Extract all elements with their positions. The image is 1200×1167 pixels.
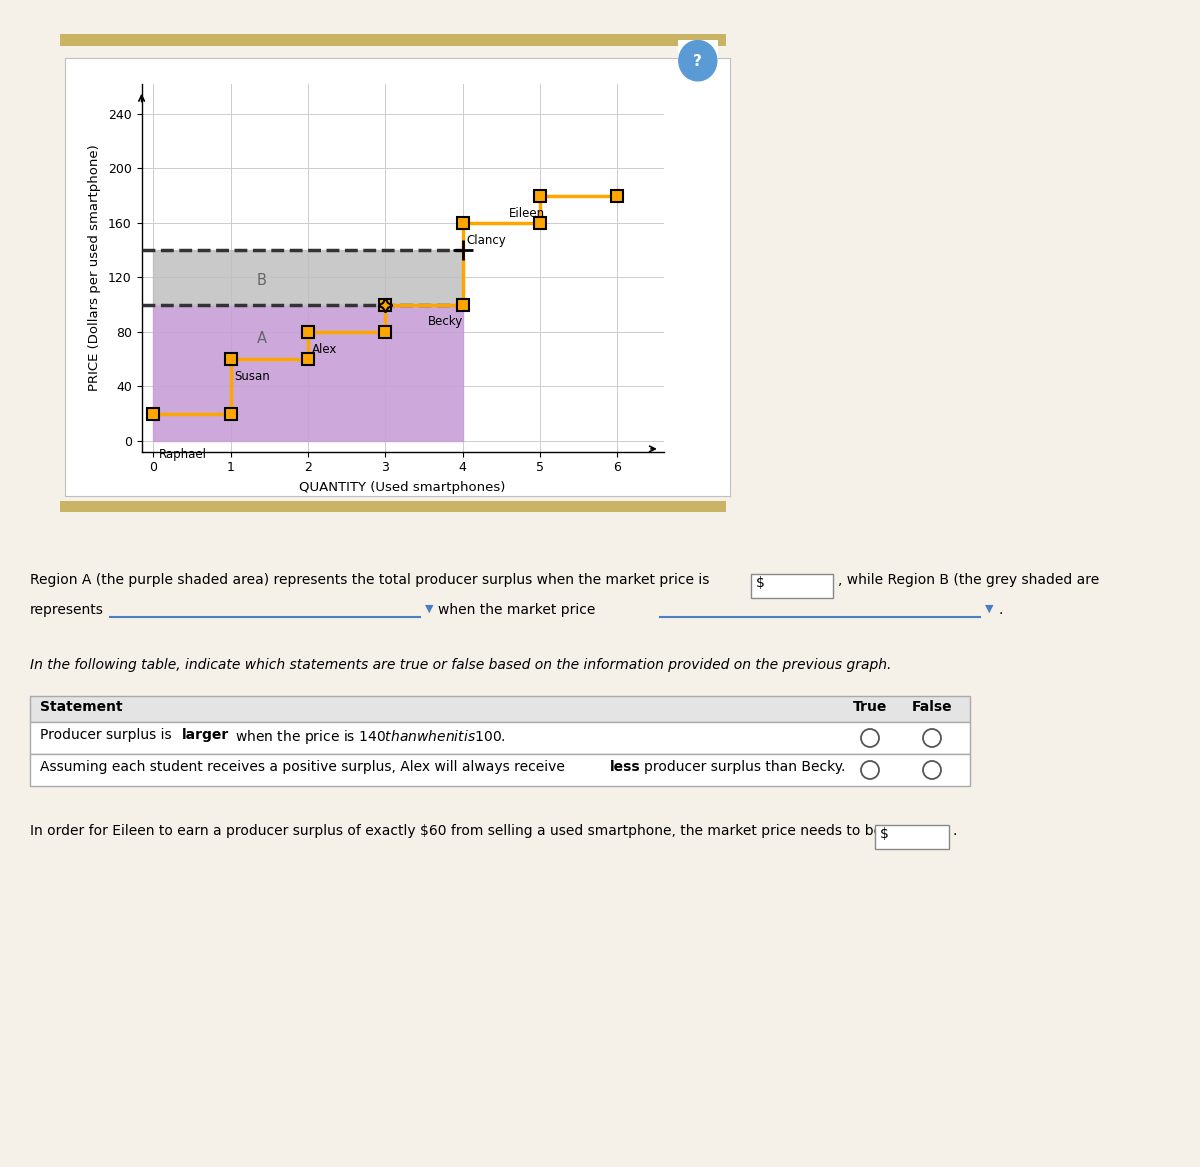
Circle shape <box>923 729 941 747</box>
Text: Susan: Susan <box>234 370 270 383</box>
Text: Raphael: Raphael <box>158 447 206 461</box>
Text: Becky: Becky <box>427 315 463 328</box>
FancyBboxPatch shape <box>751 574 833 598</box>
Text: when the market price: when the market price <box>438 603 595 617</box>
FancyBboxPatch shape <box>30 754 970 787</box>
Text: Region A (the purple shaded area) represents the total producer surplus when the: Region A (the purple shaded area) repres… <box>30 573 709 587</box>
Circle shape <box>862 761 878 780</box>
Text: Alex: Alex <box>312 343 337 356</box>
Circle shape <box>862 729 878 747</box>
Text: In the following table, indicate which statements are true or false based on the: In the following table, indicate which s… <box>30 658 892 672</box>
Text: $: $ <box>756 576 764 591</box>
Text: larger: larger <box>182 728 229 742</box>
Circle shape <box>679 41 716 81</box>
FancyBboxPatch shape <box>30 696 970 722</box>
Text: less: less <box>610 760 641 774</box>
Text: , while Region B (the grey shaded are: , while Region B (the grey shaded are <box>838 573 1099 587</box>
Text: Eileen: Eileen <box>509 207 545 219</box>
Text: Producer surplus is: Producer surplus is <box>40 728 176 742</box>
Text: B: B <box>257 273 266 287</box>
X-axis label: QUANTITY (Used smartphones): QUANTITY (Used smartphones) <box>300 481 505 495</box>
Circle shape <box>923 761 941 780</box>
Text: .: . <box>952 824 956 838</box>
Text: ?: ? <box>694 54 702 69</box>
Text: Clancy: Clancy <box>467 233 506 246</box>
Text: In order for Eileen to earn a producer surplus of exactly $60 from selling a use: In order for Eileen to earn a producer s… <box>30 824 882 838</box>
Text: $: $ <box>880 827 889 841</box>
Text: A: A <box>257 331 266 347</box>
Text: ▼: ▼ <box>985 605 994 614</box>
Text: .: . <box>998 603 1002 617</box>
Y-axis label: PRICE (Dollars per used smartphone): PRICE (Dollars per used smartphone) <box>88 145 101 391</box>
Text: producer surplus than Becky.: producer surplus than Becky. <box>644 760 845 774</box>
FancyBboxPatch shape <box>30 722 970 754</box>
Text: Assuming each student receives a positive surplus, Alex will always receive: Assuming each student receives a positiv… <box>40 760 569 774</box>
Text: ▼: ▼ <box>425 605 433 614</box>
Text: False: False <box>912 700 953 714</box>
FancyBboxPatch shape <box>875 825 949 848</box>
Text: when the price is $140 than when it is $100.: when the price is $140 than when it is $… <box>235 728 505 746</box>
Text: represents: represents <box>30 603 104 617</box>
Text: Statement: Statement <box>40 700 122 714</box>
Text: True: True <box>853 700 887 714</box>
